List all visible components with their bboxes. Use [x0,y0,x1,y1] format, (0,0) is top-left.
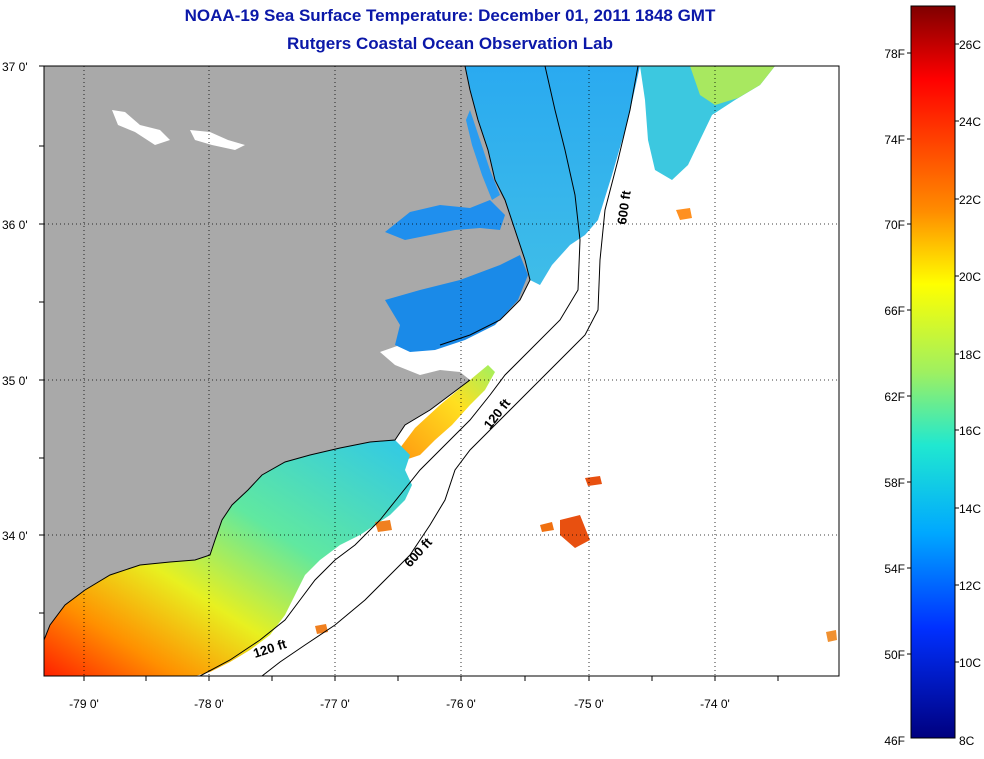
celsius-label: 10C [959,656,981,670]
chart-title: NOAA-19 Sea Surface Temperature: Decembe… [184,6,716,25]
sst-north-offshore-warm [690,66,775,105]
sst-offshore-patch [826,630,837,642]
sst-warm-patch [676,208,692,220]
lat-label: 37 0' [2,60,28,74]
inland-lake [190,130,245,150]
colorbar: 26C 24C 22C 20C 18C 16C 14C 12C 10C 8C 7… [884,5,981,748]
contour-600ft [261,66,639,676]
contour-label-600ft-north: 600 ft [614,189,634,225]
celsius-label: 12C [959,579,981,593]
colorbar-gradient [910,5,956,739]
contour-120ft [199,66,581,676]
axis-ticks [39,65,779,681]
inland-lake [112,110,170,145]
lon-label: -78 0' [194,697,224,711]
fahrenheit-label: 70F [884,218,905,232]
fahrenheit-label: 58F [884,476,905,490]
sst-north-nearshore [465,66,640,285]
sst-south-region [44,440,412,676]
sst-offshore-patch [560,515,590,548]
fahrenheit-label: 62F [884,390,905,404]
sst-cape-region [400,365,495,460]
pamlico-sound [385,255,528,352]
coastline [44,66,531,641]
celsius-label: 16C [959,424,981,438]
chart-subtitle: Rutgers Coastal Ocean Observation Lab [287,34,613,53]
lon-label: -77 0' [320,697,350,711]
sst-offshore-patch [375,520,392,532]
lon-label: -79 0' [69,697,99,711]
fahrenheit-label: 50F [884,648,905,662]
land-area [44,66,530,640]
celsius-label: 24C [959,115,981,129]
lon-label: -74 0' [700,697,730,711]
albemarle-sound [385,200,505,240]
celsius-label: 8C [959,734,975,748]
fahrenheit-label: 54F [884,562,905,576]
lat-label: 34 0' [2,529,28,543]
celsius-label: 22C [959,193,981,207]
fahrenheit-label: 66F [884,304,905,318]
sst-offshore-patch [540,522,554,532]
celsius-label: 18C [959,348,981,362]
map-frame [43,65,840,677]
fahrenheit-label: 46F [884,734,905,748]
lon-label: -75 0' [574,697,604,711]
fahrenheit-label: 74F [884,133,905,147]
lon-label: -76 0' [446,697,476,711]
celsius-label: 14C [959,502,981,516]
celsius-label: 20C [959,270,981,284]
lat-label: 35 0' [2,374,28,388]
fahrenheit-label: 78F [884,47,905,61]
celsius-label: 26C [959,38,981,52]
inner-sound-north [466,110,500,200]
map-gridlines [44,66,839,676]
lat-label: 36 0' [2,218,28,232]
